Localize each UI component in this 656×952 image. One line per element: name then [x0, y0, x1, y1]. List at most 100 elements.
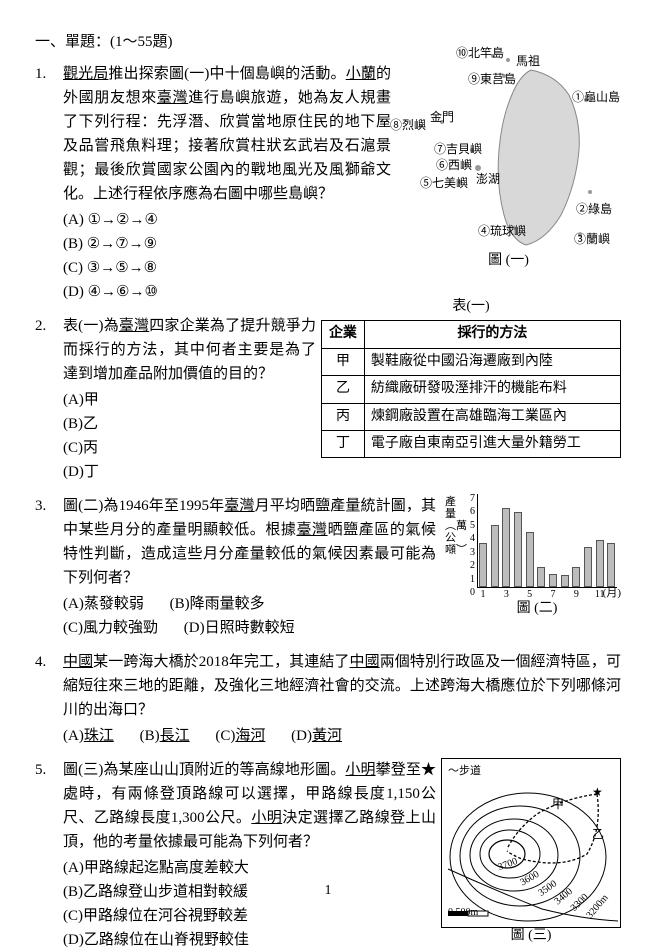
figure-1-map: ⑩北竿島 馬祖 ⑨東莒島 ⑧烈嶼 金門 ⑦吉貝嶼 ⑥西嶼 ⑤七美嶼 澎湖 ④琉球…	[396, 40, 621, 270]
table-1-caption: 表(一)	[321, 296, 621, 318]
bar-chart: (月) 012345671357911	[477, 494, 617, 588]
t1-r1c0: 乙	[322, 376, 365, 403]
map-l5: ⑤七美嶼	[420, 174, 468, 193]
t1-r0c0: 甲	[322, 348, 365, 375]
q3-opt-a: (A)蒸發較弱	[63, 592, 144, 616]
q1-u1: 觀光局	[63, 66, 108, 82]
q3-number: 3.	[35, 494, 63, 640]
q1-number: 1.	[35, 62, 63, 304]
q5-opt-d: (D)乙路線位在山脊視野較佳	[63, 928, 436, 952]
table-row: 乙紡織廠研發吸溼排汗的機能布料	[322, 376, 621, 403]
chart-ylabel: 產量︵萬公噸︶	[445, 496, 457, 556]
t1-r3c0: 丁	[322, 430, 365, 457]
t1-r3c1: 電子廠自東南亞引進大量外籍勞工	[364, 430, 620, 457]
bar-7	[549, 574, 557, 587]
q4-t1: 某一跨海大橋於2018年完工，其連結了	[93, 654, 349, 670]
t1-r2c0: 丙	[322, 403, 365, 430]
q4-text: 中國某一跨海大橋於2018年完工，其連結了中國兩個特別行政區及一個經濟特區，可縮…	[63, 650, 621, 722]
q4-number: 4.	[35, 650, 63, 748]
t1-r0c1: 製鞋廠從中國沿海遷廠到內陸	[364, 348, 620, 375]
fig3-yi: 乙	[592, 825, 604, 844]
bar-6	[537, 567, 545, 587]
t1-h1: 採行的方法	[364, 321, 620, 348]
q5-number: 5.	[35, 758, 63, 952]
q5-opt-b: (B)乙路線登山步道相對較緩	[63, 880, 436, 904]
map-l8: ⑧烈嶼	[390, 116, 426, 135]
q3-u2: 臺灣	[296, 522, 327, 538]
q5-t0: 圖(三)為某座山山頂附近的等高線地形圖。	[63, 762, 345, 778]
q4-opt-d: (D)黃河	[291, 724, 342, 748]
q3-opt-d: (D)日照時數較短	[184, 616, 295, 640]
q1-t3: 進行島嶼旅遊，她為友人規畫了下列行程：先浮潛、欣賞當地原住民的地下屋及品嘗飛魚料…	[63, 90, 391, 202]
map-l9: ⑨東莒島	[468, 70, 516, 89]
question-5: 5. 圖(三)為某座山山頂附近的等高線地形圖。小明攀登至★處時，有兩條登頂路線可…	[35, 758, 621, 952]
bar-5	[526, 532, 534, 587]
bar-4	[514, 512, 522, 587]
q2-t0: 表(一)為	[63, 318, 119, 334]
q4-opt-b: (B)長江	[140, 724, 190, 748]
q4-u2: 中國	[350, 654, 380, 670]
map-l6: ⑥西嶼	[436, 156, 472, 175]
map-l3: ③蘭嶼	[574, 230, 610, 249]
q3-opt-b: (B)降雨量較多	[170, 592, 265, 616]
bar-11	[596, 540, 604, 587]
q2-opt-d: (D)丁	[63, 460, 621, 484]
q1-u2: 小蘭	[346, 66, 376, 82]
chart-xlabel: (月)	[603, 585, 621, 603]
q4d-l: (D)	[291, 728, 312, 744]
fig1-caption: 圖 (一)	[488, 250, 529, 272]
q3-opt-c: (C)風力較強勁	[63, 616, 158, 640]
map-l4: ④琉球嶼	[478, 222, 526, 241]
q4-opt-a: (A)珠江	[63, 724, 114, 748]
t1-r1c1: 紡織廠研發吸溼排汗的機能布料	[364, 376, 620, 403]
question-2: 2. 表(一)為臺灣四家企業為了提升競爭力而採行的方法，其中何者主要是為了達到增…	[35, 314, 621, 484]
figure-3-contour: ～步道 ★ 甲 乙 3700 3600 3500 3400	[441, 758, 621, 928]
q5-u3: 小明	[251, 810, 282, 826]
map-l1: ①龜山島	[572, 88, 620, 107]
figure-2-chart: 產量︵萬公噸︶ (月) 012345671357911 圖 (二)	[447, 490, 627, 620]
map-mazu: 馬祖	[516, 52, 540, 71]
q4d-v: 黃河	[312, 728, 342, 744]
q1-t1: 推出探索圖(一)中十個島嶼的活動。	[108, 66, 345, 82]
page-number: 1	[325, 880, 332, 902]
table-row: 丁電子廠自東南亞引進大量外籍勞工	[322, 430, 621, 457]
bar-10	[584, 547, 592, 587]
q5-opt-a: (A)甲路線起迄點高度差較大	[63, 856, 436, 880]
q3-t0: 圖(二)為1946年至1995年	[63, 498, 224, 514]
table-1: 企業 採行的方法 甲製鞋廠從中國沿海遷廠到內陸 乙紡織廠研發吸溼排汗的機能布料 …	[321, 320, 621, 458]
q5-u1: 小明	[345, 762, 375, 778]
q2-number: 2.	[35, 314, 63, 484]
map-penghu: 澎湖	[476, 170, 500, 189]
q4-u0: 中國	[63, 654, 93, 670]
table-1-area: 表(一) 企業 採行的方法 甲製鞋廠從中國沿海遷廠到內陸 乙紡織廠研發吸溼排汗的…	[321, 296, 621, 458]
fig3-scale: 0 500m	[448, 905, 478, 921]
t1-r2c1: 煉鋼廠設置在高雄臨海工業區內	[364, 403, 620, 430]
q4-opt-c: (C)海河	[215, 724, 265, 748]
q4a-v: 珠江	[84, 728, 114, 744]
question-3: 3. 圖(二)為1946年至1995年臺灣月平均晒鹽產量統計圖，其中某些月分的產…	[35, 494, 621, 640]
fig2-caption: 圖 (二)	[517, 598, 558, 620]
question-1: 1. 觀光局推出探索圖(一)中十個島嶼的活動。小蘭的外國朋友想來臺灣進行島嶼旅遊…	[35, 62, 621, 304]
table-row: 甲製鞋廠從中國沿海遷廠到內陸	[322, 348, 621, 375]
bar-9	[572, 567, 580, 587]
q4b-v: 長江	[160, 728, 190, 744]
fig3-star: ★	[592, 783, 603, 802]
q3-u1: 臺灣	[224, 498, 254, 514]
q1-u3: 臺灣	[157, 90, 188, 106]
bar-3	[502, 508, 510, 587]
t1-h0: 企業	[322, 321, 365, 348]
q4c-l: (C)	[215, 728, 235, 744]
table-row: 丙煉鋼廠設置在高雄臨海工業區內	[322, 403, 621, 430]
fig3-jia: 甲	[552, 795, 564, 814]
q4-options: (A)珠江 (B)長江 (C)海河 (D)黃河	[63, 724, 621, 748]
q2-u1: 臺灣	[119, 318, 149, 334]
map-l10: ⑩北竿島	[456, 44, 504, 63]
map-jinmen: 金門	[430, 108, 454, 127]
q4b-l: (B)	[140, 728, 160, 744]
bar-8	[561, 575, 569, 587]
bar-12	[607, 543, 615, 587]
fig3-caption: 圖 (三)	[511, 925, 552, 947]
q4a-l: (A)	[63, 728, 84, 744]
q5-opt-c: (C)甲路線位在河谷視野較差	[63, 904, 436, 928]
map-l2: ②綠島	[576, 200, 612, 219]
